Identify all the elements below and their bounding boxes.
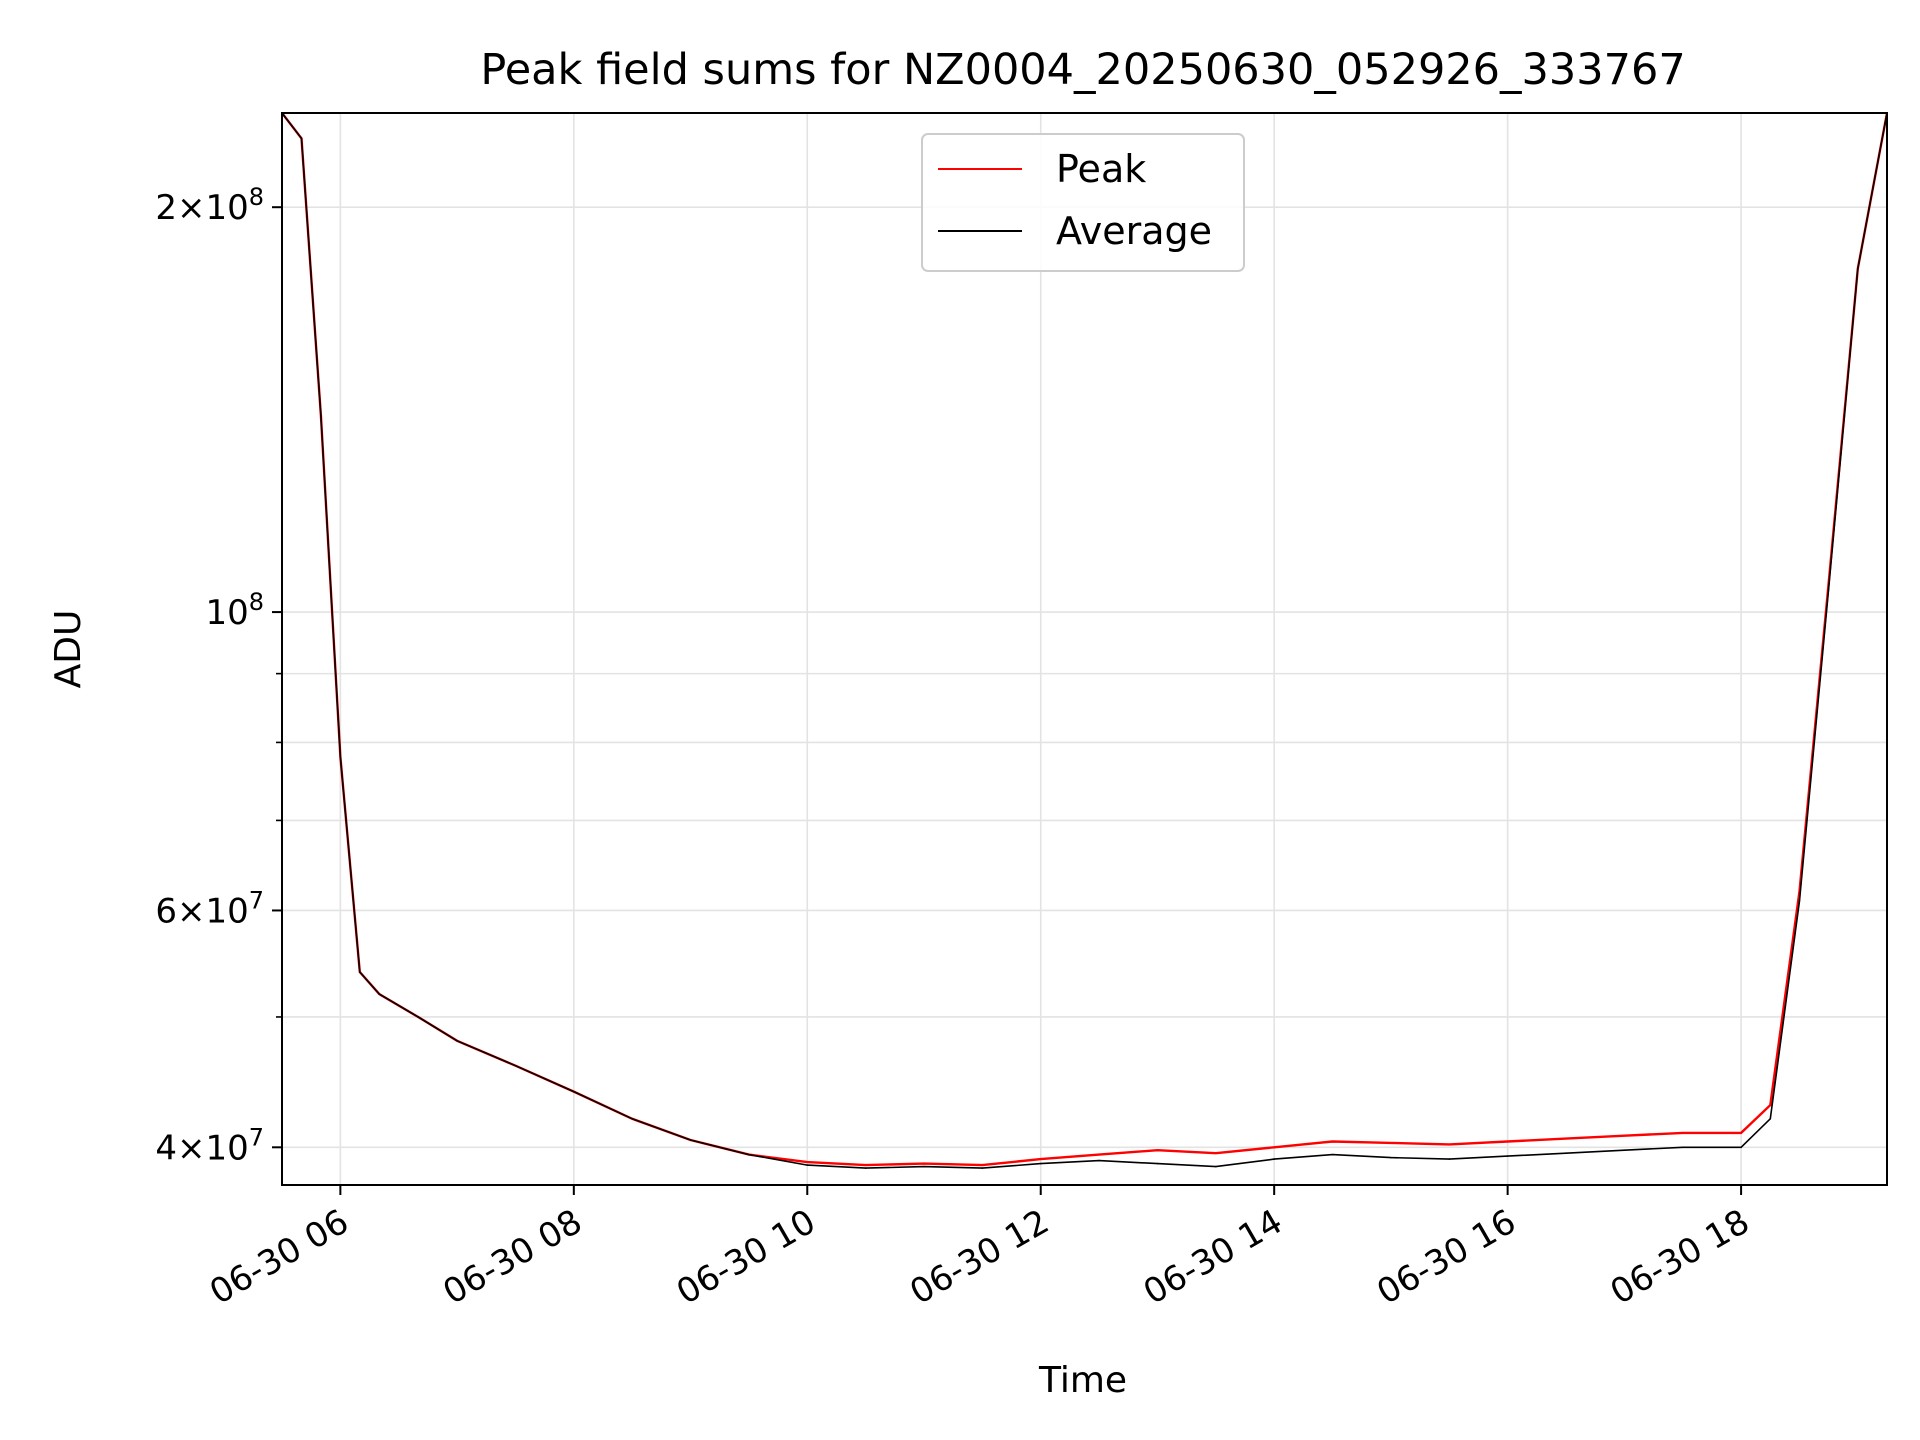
data-point-peak: [1623, 1134, 1626, 1137]
plot-frame: [281, 112, 1888, 1186]
data-point-peak: [981, 1164, 984, 1166]
legend-label-average: Average: [1056, 209, 1212, 253]
y-axis-label: ADU: [48, 610, 89, 689]
data-point-average: [864, 1167, 867, 1169]
data-point-peak: [1769, 1104, 1772, 1106]
data-point-peak: [1273, 1146, 1275, 1149]
x-axis-label: Time: [1038, 1360, 1127, 1401]
data-point-average: [1827, 588, 1830, 590]
data-point-peak: [1331, 1140, 1334, 1143]
data-point-peak: [806, 1161, 809, 1163]
data-point-peak: [1390, 1142, 1392, 1144]
legend: Peak Average: [921, 133, 1245, 272]
data-point-average: [1156, 1162, 1159, 1165]
data-point-peak: [1156, 1149, 1159, 1152]
data-point-average: [689, 1139, 692, 1141]
data-point-average: [1039, 1162, 1042, 1165]
data-point-average: [1623, 1149, 1626, 1152]
data-point-peak: [1506, 1140, 1509, 1143]
data-point-average: [631, 1118, 633, 1120]
y-axis-ticks: 4×107 6×107 108 2×108: [155, 183, 282, 1168]
data-point-average: [456, 1040, 458, 1042]
data-point-average: [1681, 1146, 1684, 1149]
data-point-average: [1098, 1159, 1100, 1162]
data-point-peak: [1740, 1132, 1742, 1134]
data-point-average: [378, 993, 381, 995]
data-point-average: [748, 1153, 750, 1156]
data-point-average: [1857, 267, 1859, 270]
data-point-average: [806, 1164, 809, 1166]
data-point-average: [573, 1090, 575, 1093]
data-point-average: [1273, 1158, 1275, 1160]
data-point-average: [1798, 900, 1801, 902]
data-point-average: [981, 1167, 984, 1169]
chart-title: Peak field sums for NZ0004_20250630_0529…: [480, 45, 1685, 95]
data-point-average: [320, 414, 322, 417]
data-point-average: [1769, 1118, 1772, 1120]
data-point-peak: [1565, 1137, 1567, 1140]
data-point-average: [1565, 1152, 1567, 1154]
data-point-average: [339, 756, 342, 759]
data-point-average: [1215, 1165, 1217, 1168]
y-tick-label: 6×107: [155, 886, 264, 931]
data-point-peak: [1039, 1158, 1042, 1160]
data-point-peak: [1448, 1143, 1451, 1146]
y-tick-label: 108: [205, 588, 264, 633]
data-point-average: [417, 1016, 419, 1018]
legend-label-peak: Peak: [1056, 147, 1146, 191]
data-point-average: [514, 1064, 517, 1067]
series-layer: [282, 113, 1887, 1169]
data-point-average: [1506, 1155, 1509, 1157]
data-point-average: [1390, 1156, 1392, 1159]
y-tick-label: 4×107: [155, 1123, 264, 1168]
data-point-peak: [1215, 1152, 1217, 1154]
data-point-average: [923, 1165, 925, 1168]
data-point-average: [1740, 1146, 1742, 1149]
data-point-peak: [864, 1164, 867, 1166]
data-point-peak: [1681, 1132, 1684, 1134]
data-point-peak: [923, 1162, 925, 1165]
data-point-average: [1331, 1153, 1334, 1156]
data-point-average: [1448, 1158, 1451, 1160]
y-tick-label: 2×108: [155, 183, 264, 228]
data-point-average: [300, 137, 303, 140]
data-point-peak: [1098, 1153, 1100, 1156]
data-point-average: [359, 971, 361, 973]
